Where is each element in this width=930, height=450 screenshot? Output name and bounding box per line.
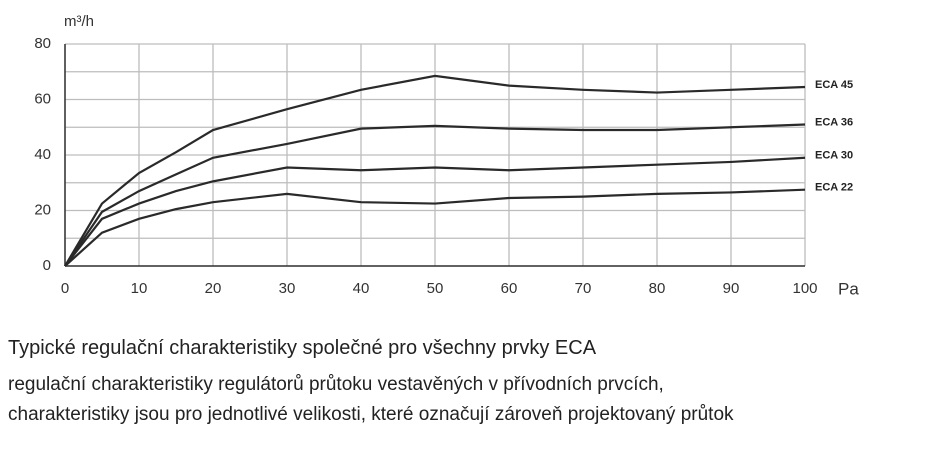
caption-line: regulační charakteristiky regulátorů prů… <box>8 374 664 395</box>
series-line <box>64 74 806 267</box>
caption-title: Typické regulační charakteristiky společ… <box>8 337 597 359</box>
x-tick-label: 0 <box>61 280 69 297</box>
y-tick-label: 40 <box>34 146 51 163</box>
series-line <box>64 123 806 267</box>
x-tick-label: 30 <box>279 280 296 297</box>
y-axis-label: m³/h <box>64 13 94 30</box>
series-label: ECA 36 <box>815 116 853 128</box>
x-tick-label: 20 <box>205 280 222 297</box>
chart: m³/h Pa 0 20 40 60 80 0 10 20 30 40 50 60 70 80 90 100 E… <box>34 13 859 299</box>
x-tick-label: 90 <box>723 280 740 297</box>
x-tick-label: 10 <box>131 280 148 297</box>
x-tick-label: 70 <box>575 280 592 297</box>
x-tick-label: 40 <box>353 280 370 297</box>
series-label: ECA 22 <box>815 182 853 194</box>
y-tick-label: 20 <box>34 201 51 218</box>
x-tick-label: 50 <box>427 280 444 297</box>
series-line <box>64 188 806 267</box>
x-tick-label: 80 <box>649 280 666 297</box>
x-tick-label: 100 <box>792 280 817 297</box>
series-label: ECA 30 <box>815 150 853 162</box>
y-tick-label: 60 <box>34 90 51 107</box>
y-tick-label: 80 <box>34 35 51 52</box>
x-axis-label: Pa <box>838 279 859 298</box>
y-tick-label: 0 <box>43 257 51 274</box>
x-tick-label: 60 <box>501 280 518 297</box>
series-line <box>64 156 806 267</box>
series-label: ECA 45 <box>815 79 853 91</box>
caption-line: charakteristiky jsou pro jednotlivé veli… <box>8 404 734 425</box>
